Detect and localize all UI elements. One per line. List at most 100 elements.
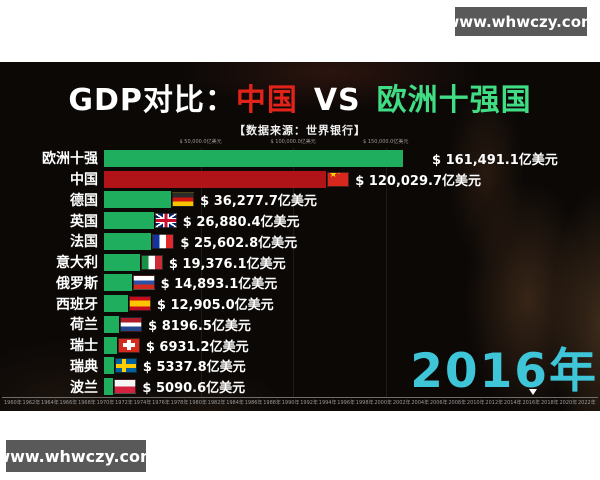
timeline-year-label: 2018年 (540, 400, 559, 406)
country-label: 瑞士 (70, 338, 98, 355)
title-china: 中国 (235, 83, 298, 118)
sweden-flag-icon (114, 358, 137, 374)
timeline-year-label: 1970年 (96, 400, 115, 406)
title-europe: 欧洲十强国 (376, 83, 532, 118)
timeline-year-label: 1976年 (152, 400, 170, 406)
flag-placeholder (404, 151, 426, 166)
value-bar (104, 336, 117, 354)
germany-flag-icon (172, 192, 195, 208)
china-flag-icon (327, 171, 350, 187)
timeline-year-label: 2010年 (466, 400, 485, 406)
value-bar (104, 253, 140, 271)
timeline-year-label: 1990年 (281, 400, 300, 406)
timeline-year-label: 1966年 (59, 400, 78, 406)
netherlands-flag-icon (120, 316, 143, 332)
timeline-year-label: 2004年 (411, 400, 430, 406)
chart-row: 德国 $ 36,277.7亿美元 (0, 190, 600, 211)
value-label: $ 120,029.7亿美元 (355, 173, 482, 189)
timeline-year-label: 2000年 (374, 400, 393, 406)
axis-gridline (200, 148, 202, 397)
value-bar (104, 315, 120, 333)
country-label: 波兰 (70, 379, 98, 396)
chart-row: 瑞士 $ 6931.2亿美元 (0, 335, 600, 356)
uk-flag-icon (154, 213, 177, 229)
title-prefix: GDP对比： (68, 83, 236, 118)
chart-row: 西班牙 $ 12,905.0亿美元 (0, 293, 600, 314)
value-label: $ 36,277.7亿美元 (200, 194, 317, 210)
value-bar (104, 212, 154, 230)
value-label: $ 19,376.1亿美元 (168, 256, 286, 272)
value-bar (104, 274, 132, 292)
chart-row: 波兰 $ 5090.6亿美元 (0, 376, 600, 397)
chart-row: 意大利 $ 19,376.1亿美元 (0, 252, 600, 273)
value-bar (104, 357, 114, 375)
poland-flag-icon (114, 379, 137, 395)
spain-flag-icon (128, 296, 151, 312)
timeline-year-label: 1984年 (226, 400, 244, 406)
switzerland-flag-icon (117, 337, 140, 353)
axis-gridline (293, 148, 295, 397)
timeline-marker-icon (529, 389, 538, 395)
timeline-year-label: 1980年 (189, 400, 207, 406)
value-bar (104, 232, 152, 250)
timeline-year-label: 1982年 (207, 400, 226, 406)
timeline-year-label: 1996年 (337, 400, 356, 406)
value-label: $ 26,880.4亿美元 (182, 215, 300, 231)
current-year-display: 2016年 (410, 344, 598, 399)
timeline-year-label: 2016年 (522, 400, 541, 406)
value-label: $ 161,491.1亿美元 (432, 152, 558, 168)
value-axis-ticks: $ 50,000.0亿美元 $ 100,000.0亿美元 $ 150,000.0亿美… (0, 138, 600, 147)
country-label: 俄罗斯 (56, 275, 98, 292)
value-label: $ 5337.8亿美元 (142, 360, 246, 376)
watermark-top: www.whwczy.com (445, 7, 597, 36)
timeline-year-label: 1988年 (263, 400, 281, 406)
chart-row: 中国 $ 120,029.7亿美元 (0, 169, 600, 190)
country-label: 荷兰 (70, 317, 98, 334)
timeline-years: 1960年 1962年 1964年 1966年 1968年 1970年 1972年 1974年… (4, 399, 596, 406)
value-label: $ 25,602.8亿美元 (180, 235, 298, 251)
video-frame: GDP对比：中国 VS 欧洲十强国 【数据来源：世界银行】 $ 50,000.0亿美… (0, 62, 600, 411)
country-label: 英国 (70, 213, 98, 230)
data-source-note: 【数据来源：世界银行】 (234, 124, 366, 137)
axis-tick-label: $ 50,000.0亿美元 (179, 139, 222, 145)
timeline-year-label: 1978年 (170, 400, 189, 406)
value-bar (104, 295, 128, 313)
value-bar (104, 191, 172, 209)
timeline-year-label: 2012年 (485, 400, 504, 406)
value-bar (104, 378, 114, 396)
russia-flag-icon (132, 275, 155, 291)
timeline-year-label: 2006年 (429, 400, 448, 406)
italy-flag-icon (140, 254, 163, 270)
country-label: 西班牙 (56, 296, 98, 313)
timeline-year-label: 1960年 (4, 400, 22, 406)
value-label: $ 12,905.0亿美元 (156, 298, 274, 314)
timeline-year-label: 2014年 (503, 400, 522, 406)
value-label: $ 6931.2亿美元 (145, 339, 249, 355)
country-label: 中国 (70, 172, 98, 189)
chart-row: 欧洲十强 $ 161,491.1亿美元 (0, 148, 600, 169)
timeline-year-label: 1994年 (318, 400, 337, 406)
axis-tick-label: $ 150,000.0亿美元 (363, 139, 409, 145)
timeline-year-label: 1998年 (355, 400, 374, 406)
value-bar (104, 170, 327, 188)
value-label: $ 14,893.1亿美元 (160, 277, 278, 293)
country-label: 法国 (70, 234, 98, 251)
country-label: 意大利 (56, 255, 98, 272)
chart-row: 俄罗斯 $ 14,893.1亿美元 (0, 273, 600, 294)
france-flag-icon (152, 233, 175, 249)
timeline-year-label: 2022年 (577, 400, 596, 406)
timeline-year-label: 1964年 (41, 400, 59, 406)
chart-row: 英国 $ 26,880.4亿美元 (0, 210, 600, 231)
timeline-year-label: 1992年 (300, 400, 318, 406)
timeline-year-label: 1986年 (244, 400, 263, 406)
value-label: $ 5090.6亿美元 (142, 381, 246, 397)
timeline-year-label: 1974年 (133, 400, 152, 406)
watermark-bottom: www.whwczy.com (0, 440, 157, 472)
timeline-year-label: 2008年 (448, 400, 467, 406)
country-label: 德国 (70, 192, 98, 209)
title-vs: VS (313, 83, 361, 118)
axis-tick-label: $ 100,000.0亿美元 (270, 139, 316, 145)
country-label: 欧洲十强 (42, 151, 98, 168)
